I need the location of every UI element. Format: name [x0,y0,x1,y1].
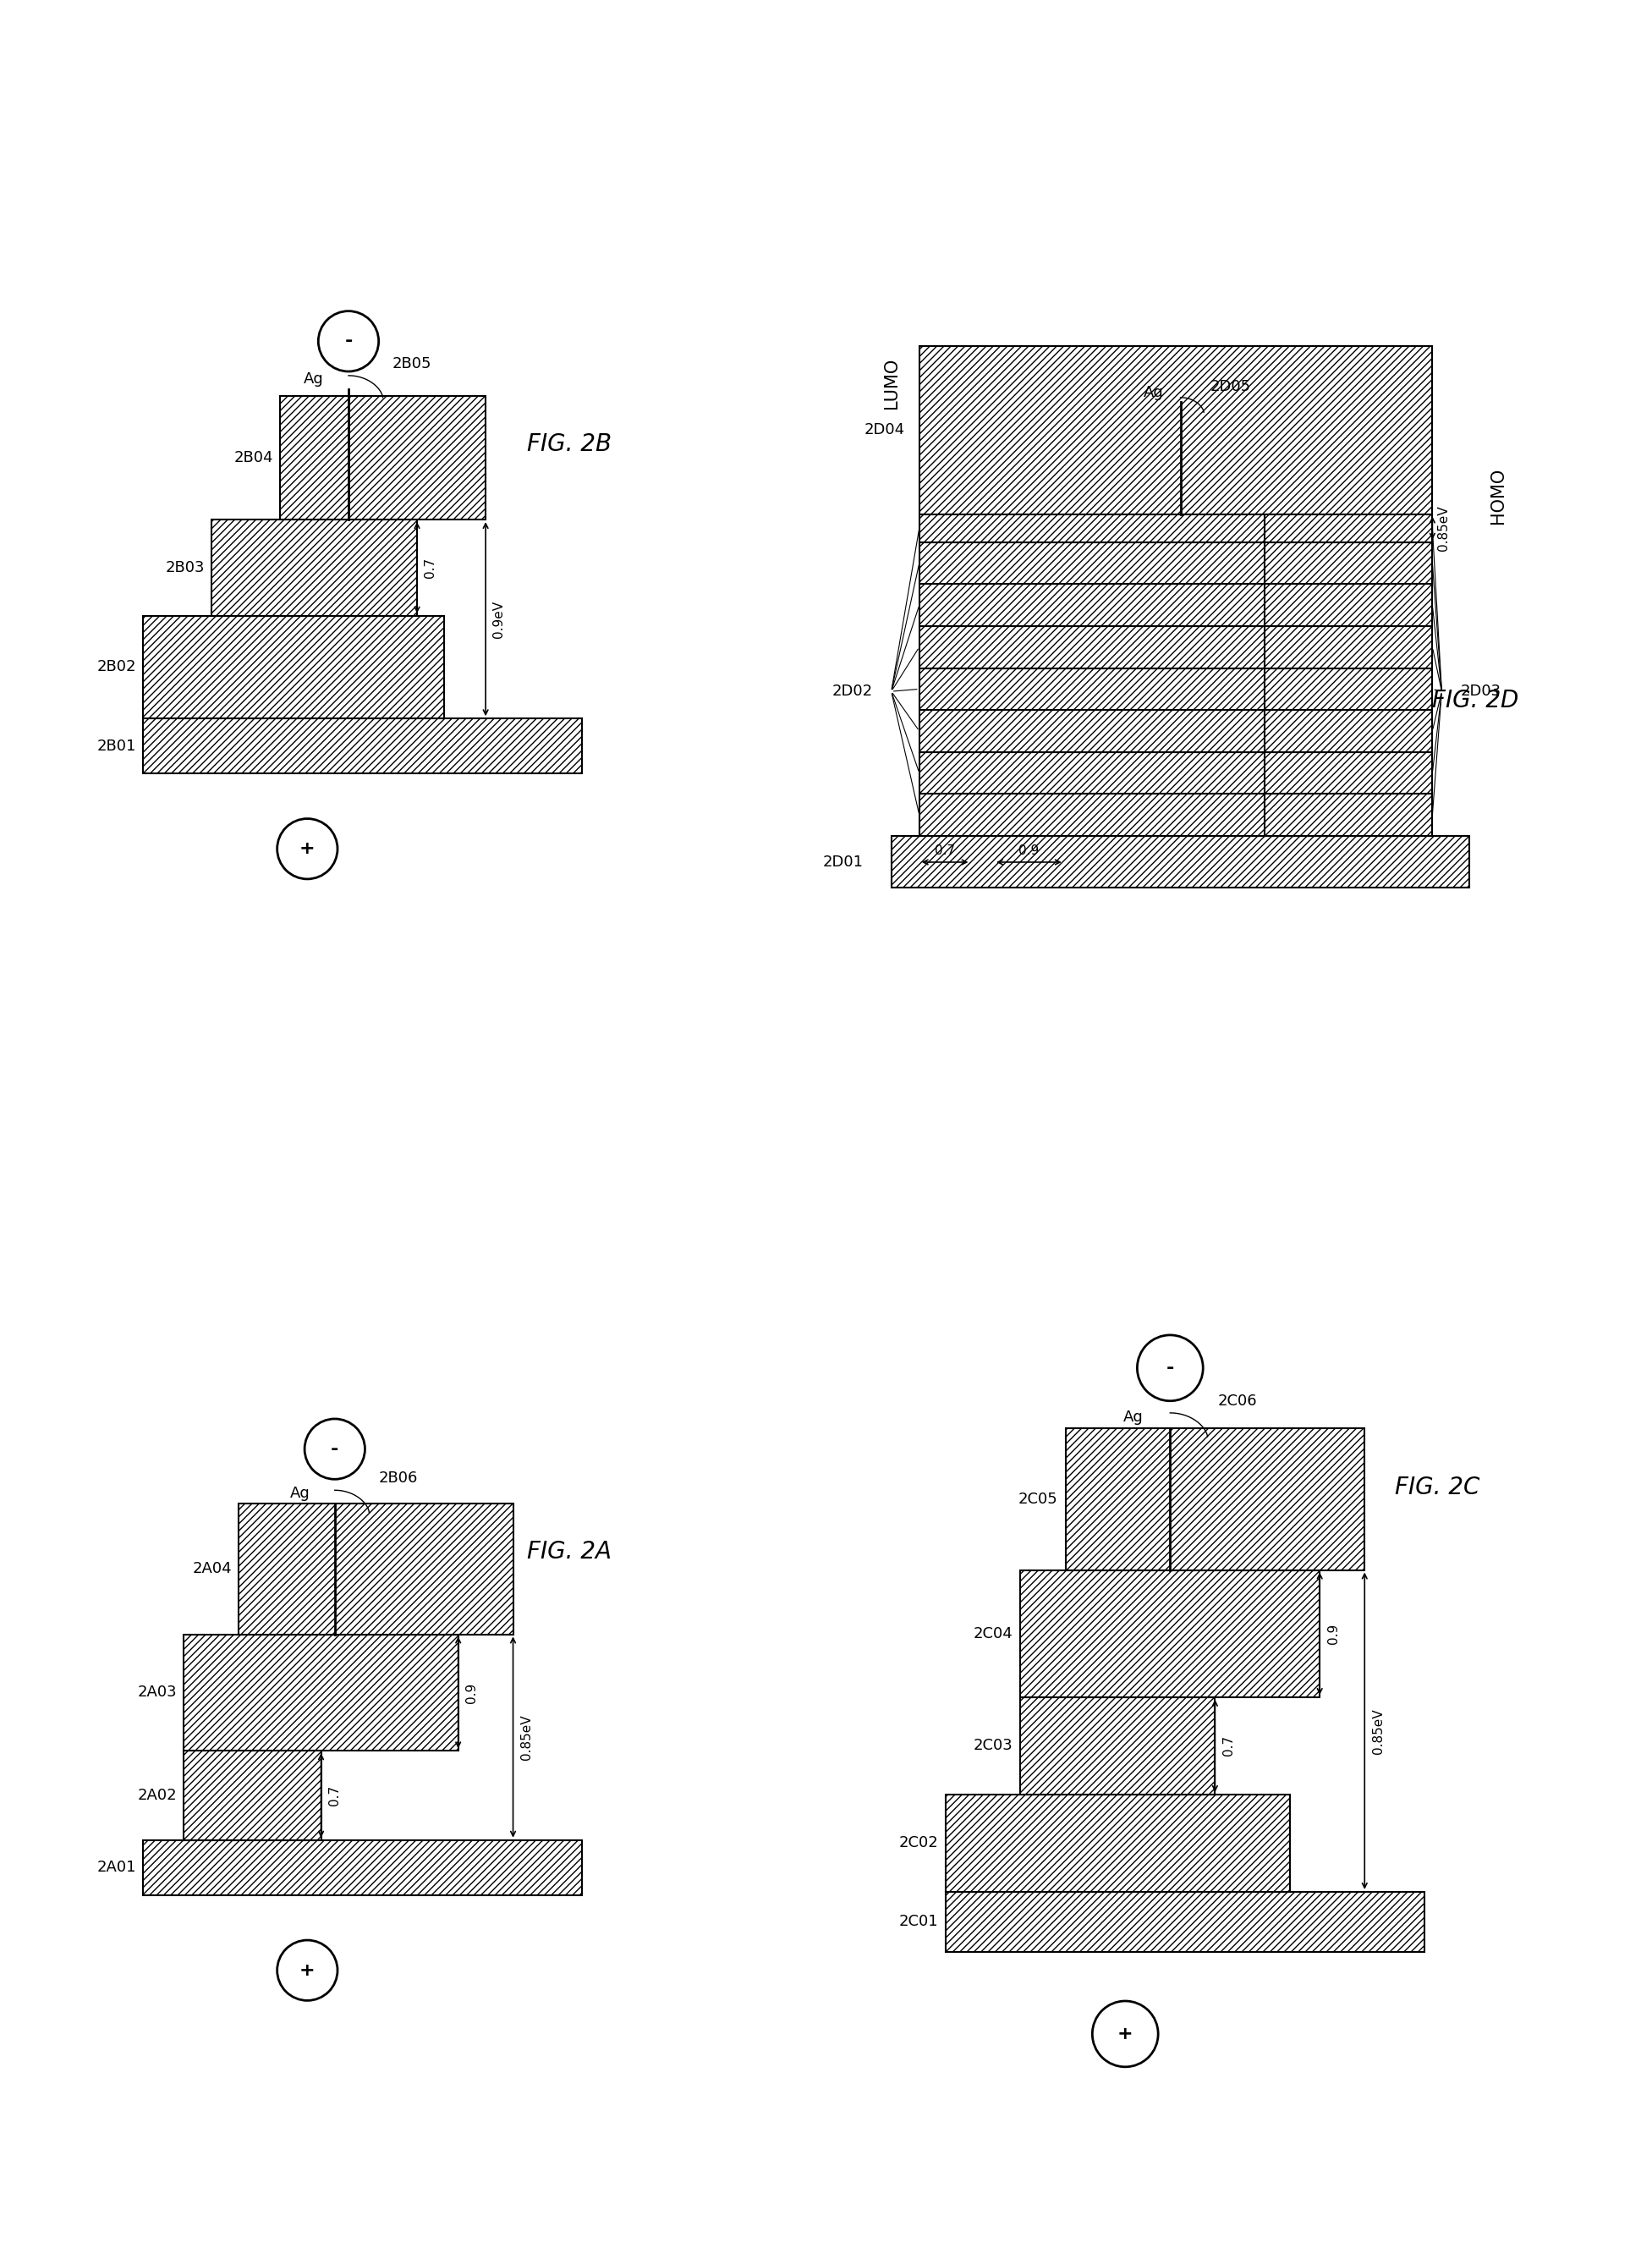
Bar [1264,543,1432,583]
Bar [919,345,1432,514]
Text: 0.7: 0.7 [425,559,436,579]
Text: HOMO: HOMO [1488,467,1507,523]
Bar [240,1503,514,1635]
Text: FIG. 2B: FIG. 2B [527,433,611,455]
Text: 2B06: 2B06 [378,1471,418,1487]
Text: 2C02: 2C02 [899,1835,938,1850]
Bar [1264,583,1432,626]
Bar [919,514,1340,543]
Text: 2B02: 2B02 [96,659,135,675]
Text: 0.9: 0.9 [1019,846,1039,857]
Bar [892,837,1470,888]
Text: 2C01: 2C01 [899,1913,938,1929]
Text: 2B04: 2B04 [233,451,273,467]
Bar [1066,1429,1365,1570]
Bar [279,397,486,520]
Text: 2A02: 2A02 [137,1788,177,1803]
Text: 2A03: 2A03 [137,1684,177,1700]
Bar [919,711,1340,751]
Text: FIG. 2A: FIG. 2A [527,1541,611,1563]
Text: 2D02: 2D02 [833,684,872,700]
Text: 2D03: 2D03 [1460,684,1502,700]
Text: Ag: Ag [1143,386,1163,399]
Text: 2A04: 2A04 [193,1561,231,1577]
Text: 0.85eV: 0.85eV [1437,505,1450,552]
Text: 2C06: 2C06 [1218,1393,1257,1409]
Text: Ag: Ag [291,1485,311,1501]
Text: 0.7: 0.7 [327,1785,340,1806]
Text: -: - [330,1440,339,1458]
Text: 0.85eV: 0.85eV [520,1714,532,1761]
Text: 2D01: 2D01 [823,855,864,870]
Text: 2D05: 2D05 [1211,379,1251,395]
Text: 2C05: 2C05 [1018,1492,1057,1507]
Bar [919,626,1340,668]
Text: 0.7: 0.7 [1222,1736,1236,1756]
Bar [919,583,1340,626]
Bar [211,520,416,615]
Text: -: - [345,332,352,350]
Text: +: + [299,1963,316,1978]
Bar [945,1891,1424,1951]
Bar [945,1794,1290,1891]
Text: Ag: Ag [304,372,324,386]
Text: 2D04: 2D04 [864,422,905,437]
Bar [919,751,1340,794]
Bar [919,543,1340,583]
Text: FIG. 2C: FIG. 2C [1394,1476,1480,1501]
Bar [1264,794,1432,837]
Bar [1264,751,1432,794]
Text: FIG. 2D: FIG. 2D [1432,689,1518,713]
Bar [142,718,582,774]
Bar [919,668,1340,711]
Text: +: + [299,841,316,857]
Text: 2C03: 2C03 [973,1738,1013,1754]
Text: 0.7: 0.7 [935,846,955,857]
Text: 2C04: 2C04 [973,1626,1013,1642]
Bar [1264,514,1432,543]
Bar [183,1752,320,1839]
Bar [142,1839,582,1895]
Text: 2B05: 2B05 [393,357,431,372]
Text: Ag: Ag [1123,1409,1143,1424]
Text: 2B03: 2B03 [165,561,205,574]
Text: 0.85eV: 0.85eV [1373,1709,1384,1754]
Text: 2A01: 2A01 [96,1859,135,1875]
Text: 2B01: 2B01 [97,738,135,754]
Bar [1264,626,1432,668]
Text: +: + [1117,2025,1133,2043]
Bar [1264,711,1432,751]
Text: -: - [1166,1359,1175,1377]
Text: LUMO: LUMO [882,359,900,408]
Bar [1021,1698,1214,1794]
Text: 0.9: 0.9 [466,1682,477,1702]
Bar [919,794,1340,837]
Text: 0.9eV: 0.9eV [492,601,506,637]
Text: 0.9: 0.9 [1327,1624,1340,1644]
Bar [1264,668,1432,711]
Bar [1021,1570,1320,1698]
Bar [142,615,444,718]
Bar [183,1635,458,1752]
